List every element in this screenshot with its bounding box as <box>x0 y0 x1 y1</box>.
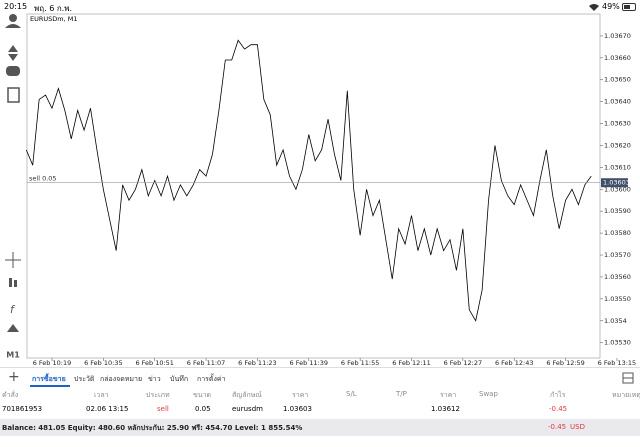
price-line <box>25 39 592 322</box>
objects-icon[interactable] <box>7 324 19 332</box>
balance-summary: Balance: 481.05 Equity: 480.60 หลักประกั… <box>2 424 303 432</box>
chart: EURUSDm, M1 1.03530 1.0354 1.03550 1.03560 1… <box>25 13 637 367</box>
cell-volume[interactable]: 0.05 <box>195 405 211 413</box>
col-price: ราคา <box>292 391 309 399</box>
cell-price[interactable]: 1.03603 <box>283 405 312 413</box>
col-symbol: สัญลักษณ์ <box>232 391 262 399</box>
wifi-icon <box>589 4 599 11</box>
chat-icon[interactable] <box>6 66 20 76</box>
y-tick-label: 1.03590 <box>604 207 631 215</box>
chart-title: EURUSDm, M1 <box>30 15 77 23</box>
new-doc-icon[interactable] <box>7 87 20 103</box>
order-label: sell 0.05 <box>29 175 57 183</box>
x-tick-label: 6 Feb 12:59 <box>546 359 585 367</box>
y-tick-label: 1.03640 <box>604 98 631 106</box>
order-price-label: 1.03603 <box>603 179 630 187</box>
cell-type[interactable]: sell <box>157 405 169 413</box>
tab-history[interactable]: ประวัติ <box>74 375 95 383</box>
cell-current-price[interactable]: 1.03612 <box>431 405 460 413</box>
y-tick-label: 1.03670 <box>604 32 631 40</box>
x-tick-label: 6 Feb 10:51 <box>135 359 174 367</box>
add-button[interactable]: + <box>8 369 20 385</box>
col-comment: หมายเหตุ <box>612 391 640 399</box>
divider <box>0 367 640 368</box>
tab-indicator <box>30 385 70 387</box>
x-tick-label: 6 Feb 11:23 <box>238 359 277 367</box>
status-battery: 49% <box>602 2 620 11</box>
col-type: ประเภท <box>146 391 170 399</box>
cell-time[interactable]: 02.06 13:15 <box>86 405 129 413</box>
x-tick-label: 6 Feb 10:35 <box>84 359 123 367</box>
candles-icon[interactable] <box>9 278 12 287</box>
status-time: 20:15 <box>4 2 28 11</box>
x-tick-label: 6 Feb 13:15 <box>598 359 637 367</box>
status-date: พฤ. 6 ก.พ. <box>34 4 73 13</box>
y-tick-label: 1.03580 <box>604 229 631 237</box>
indicator-icon[interactable]: f <box>10 303 16 316</box>
col-sl: S/L <box>346 390 357 398</box>
y-tick-label: 1.03660 <box>604 54 631 62</box>
x-tick-label: 6 Feb 11:07 <box>187 359 226 367</box>
tab-mailbox[interactable]: กล่องจดหมาย <box>100 375 143 383</box>
account-icon[interactable] <box>9 14 17 22</box>
battery-icon <box>622 3 636 11</box>
total-profit: -0.45 <box>548 423 567 431</box>
y-tick-label: 1.03650 <box>604 76 631 84</box>
cell-profit[interactable]: -0.45 <box>549 405 568 413</box>
col-tp: T/P <box>396 390 407 398</box>
x-tick-label: 6 Feb 12:27 <box>444 359 483 367</box>
y-tick-label: 1.03600 <box>604 185 631 193</box>
x-tick-label: 6 Feb 11:55 <box>341 359 380 367</box>
x-tick-label: 6 Feb 11:39 <box>290 359 329 367</box>
y-tick-label: 1.03570 <box>604 251 631 259</box>
y-tick-label: 1.03560 <box>604 273 631 281</box>
trade-icon[interactable] <box>8 45 18 61</box>
y-tick-label: 1.03610 <box>604 163 631 171</box>
left-toolbar[interactable]: f M1 <box>0 12 27 362</box>
col-volume: ขนาด <box>193 391 212 399</box>
y-tick-label: 1.03630 <box>604 120 631 128</box>
x-tick-label: 6 Feb 12:11 <box>392 359 431 367</box>
plot-frame <box>26 13 601 359</box>
currency: USD <box>570 423 585 431</box>
x-tick-label: 6 Feb 12:43 <box>495 359 534 367</box>
balance-bar <box>0 419 640 436</box>
order-price-box <box>601 178 628 188</box>
tab-trade[interactable]: การซื้อขาย <box>32 375 66 383</box>
cell-symbol[interactable]: eurusdm <box>232 405 263 413</box>
y-tick-label: 1.03550 <box>604 295 631 303</box>
col-profit: กำไร <box>550 391 566 399</box>
col-swap: Swap <box>479 390 498 398</box>
tab-settings[interactable]: การตั้งค่า <box>197 375 226 383</box>
tab-news[interactable]: ข่าว <box>148 375 161 383</box>
timeframe[interactable]: M1 <box>6 351 20 360</box>
y-tick-label: 1.03620 <box>604 141 631 149</box>
col-time: เวลา <box>94 391 109 399</box>
tab-journal[interactable]: บันทึก <box>170 375 189 383</box>
layout-icon[interactable] <box>622 372 634 384</box>
col-order: คำสั่ง <box>2 391 19 399</box>
crosshair-icon[interactable] <box>5 252 21 268</box>
x-tick-label: 6 Feb 10:19 <box>33 359 72 367</box>
y-tick-label: 1.03530 <box>604 339 631 347</box>
y-tick-label: 1.0354 <box>604 317 627 325</box>
cell-order[interactable]: 701861953 <box>2 405 43 413</box>
col-current-price: ราคา <box>440 391 457 399</box>
